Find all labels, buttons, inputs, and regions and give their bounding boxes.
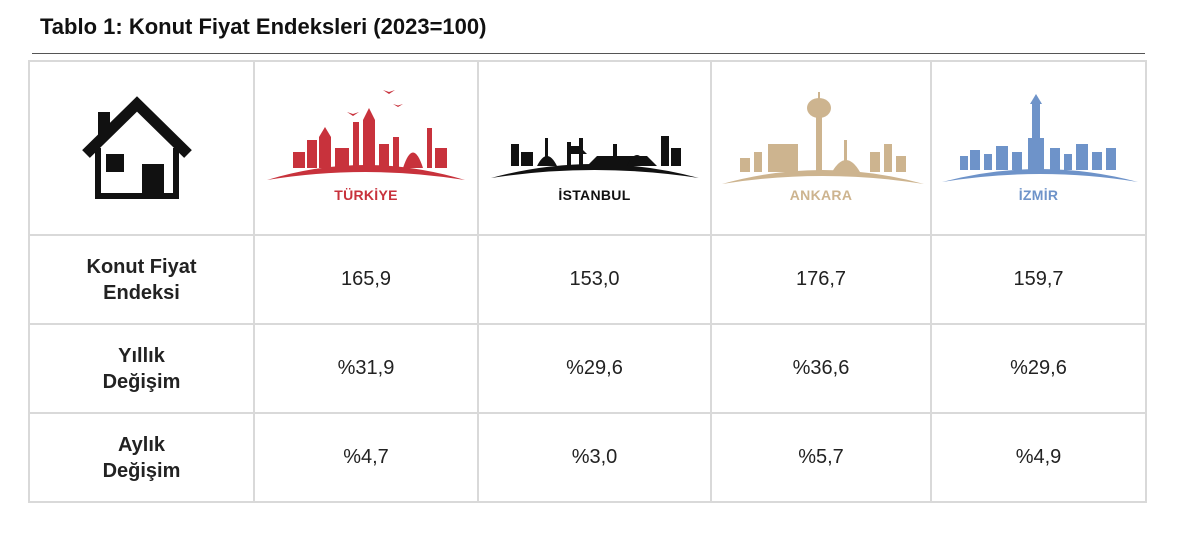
- value-cell: 159,7: [930, 234, 1147, 325]
- value-cell: %36,6: [710, 323, 932, 414]
- row-label: Konut Fiyat Endeksi: [28, 234, 255, 325]
- city-cell-turkiye: TÜRKİYE: [253, 60, 479, 236]
- table-row: Konut Fiyat Endeksi 165,9 153,0 176,7 159…: [28, 234, 1147, 325]
- city-name-turkiye: TÜRKİYE: [334, 187, 398, 203]
- city-name-ankara: ANKARA: [789, 187, 853, 203]
- value-cell: %3,0: [477, 412, 712, 503]
- value-cell: 176,7: [710, 234, 932, 325]
- value-cell: 153,0: [477, 234, 712, 325]
- turkiye-skyline-icon: [267, 90, 465, 180]
- price-index-table: TÜRKİYE: [28, 60, 1147, 503]
- city-cell-izmir: İZMİR: [930, 60, 1147, 236]
- value-cell: %4,7: [253, 412, 479, 503]
- row-label: Aylık Değişim: [28, 412, 255, 503]
- table-row: Yıllık Değişim %31,9 %29,6 %36,6 %29,6: [28, 323, 1147, 414]
- table-row: Aylık Değişim %4,7 %3,0 %5,7 %4,9: [28, 412, 1147, 503]
- value-cell: %31,9: [253, 323, 479, 414]
- value-cell: 165,9: [253, 234, 479, 325]
- ankara-skyline-icon: [722, 92, 924, 184]
- house-cell: [28, 60, 255, 236]
- value-cell: %5,7: [710, 412, 932, 503]
- city-name-izmir: İZMİR: [1018, 187, 1059, 203]
- izmir-skyline-icon: [942, 94, 1138, 182]
- row-label: Yıllık Değişim: [28, 323, 255, 414]
- value-cell: %29,6: [930, 323, 1147, 414]
- city-cell-istanbul: İSTANBUL: [477, 60, 712, 236]
- istanbul-skyline-icon: [491, 136, 699, 178]
- value-cell: %29,6: [477, 323, 712, 414]
- city-name-istanbul: İSTANBUL: [558, 187, 631, 203]
- house-icon: [82, 96, 192, 199]
- header-row: TÜRKİYE: [28, 60, 1147, 236]
- table-title: Tablo 1: Konut Fiyat Endeksleri (2023=10…: [40, 14, 487, 39]
- value-cell: %4,9: [930, 412, 1147, 503]
- title-divider: [32, 53, 1145, 54]
- city-cell-ankara: ANKARA: [710, 60, 932, 236]
